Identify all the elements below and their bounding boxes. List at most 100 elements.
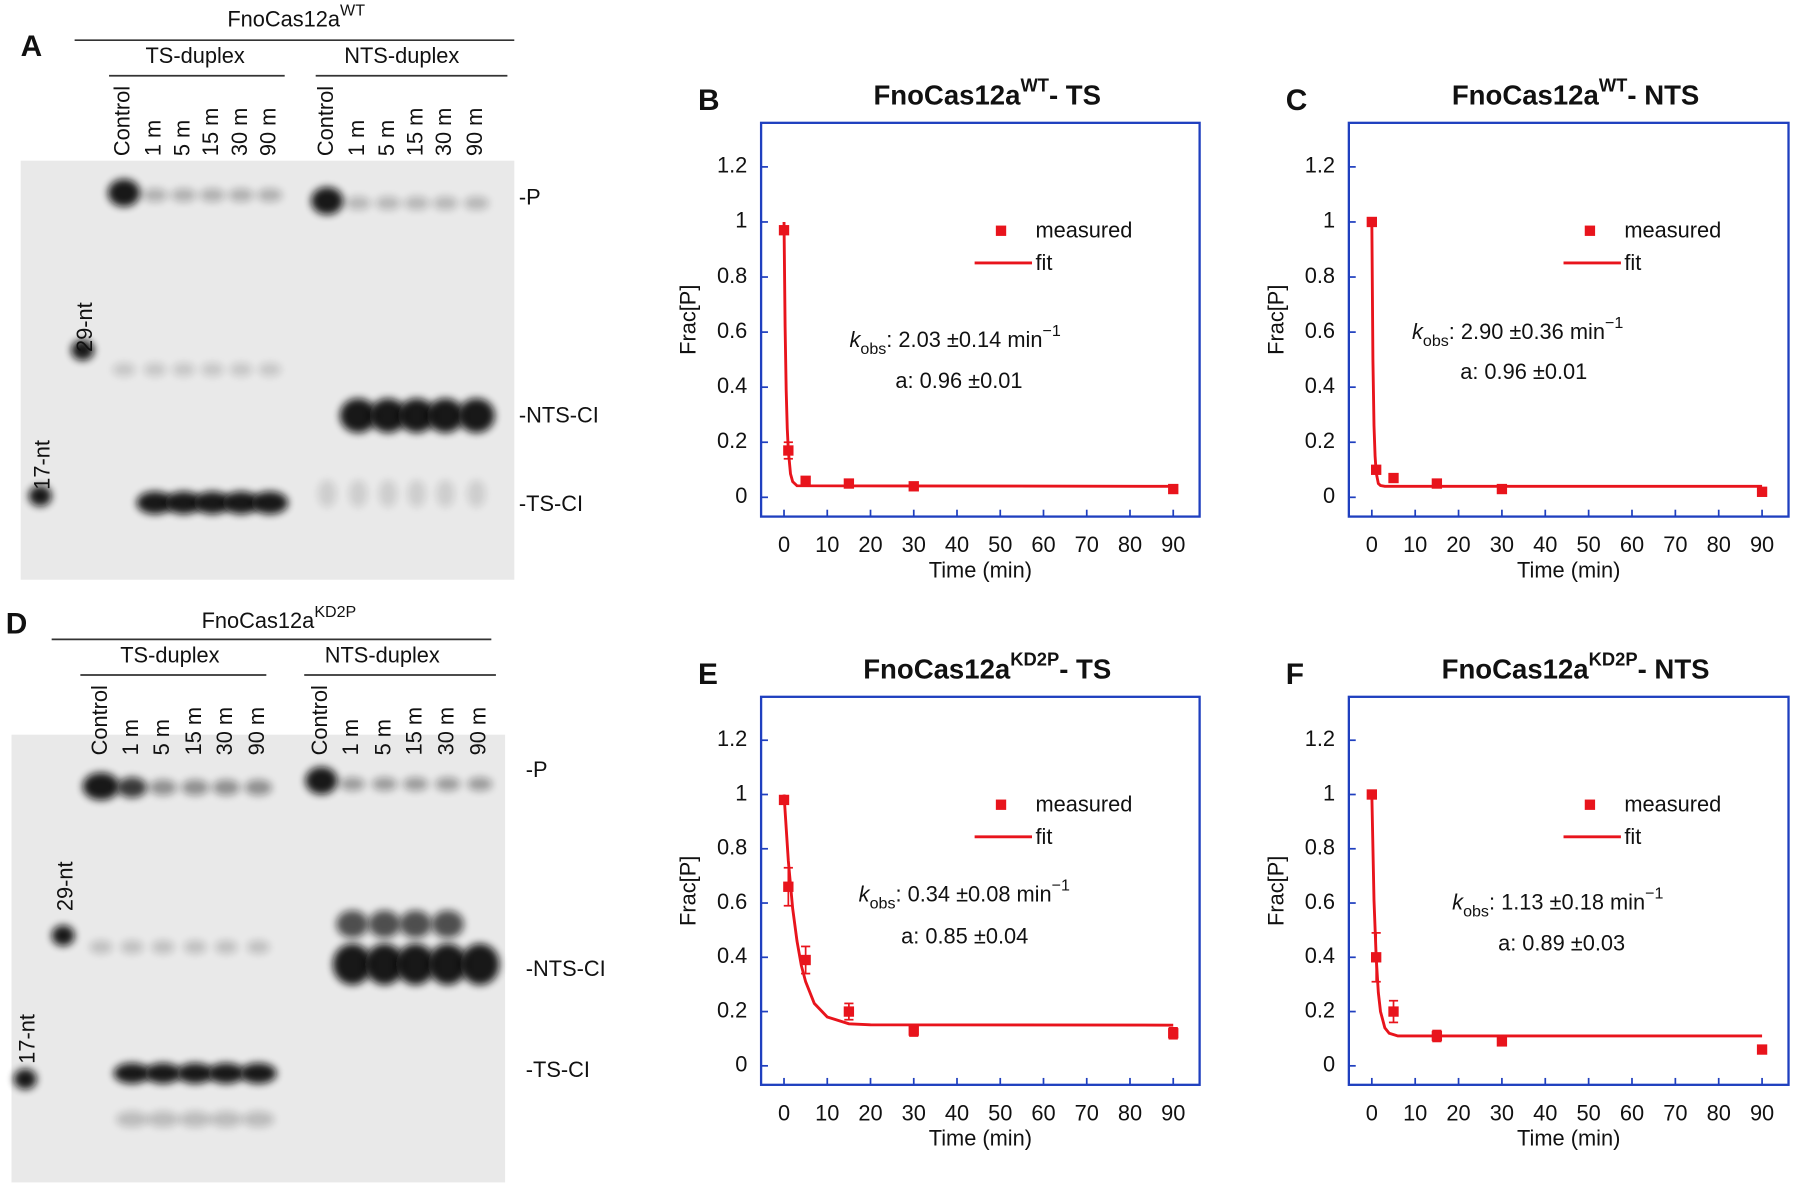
gel-band	[149, 779, 177, 796]
a-annotation: a: 0.89 ±0.03	[1498, 931, 1625, 956]
y-tick-label: 0	[1323, 483, 1335, 508]
y-tick-label: 1	[1323, 208, 1335, 233]
gel-band	[365, 943, 405, 985]
x-tick-label: 60	[1620, 1100, 1644, 1125]
x-tick-label: 0	[1366, 532, 1378, 557]
x-tick-label: 50	[988, 532, 1012, 557]
y-tick-label: 1.2	[717, 153, 747, 178]
x-tick-label: 80	[1707, 1100, 1731, 1125]
gel-band	[242, 1111, 275, 1128]
x-tick-label: 20	[858, 532, 882, 557]
gel-band	[229, 362, 253, 377]
x-tick-label: 60	[1031, 532, 1055, 557]
y-tick-label: 0.6	[717, 318, 747, 343]
gel-band	[89, 940, 113, 954]
gel-band	[396, 943, 436, 985]
lane-label: 30 m	[433, 707, 458, 755]
gel-band	[117, 777, 147, 798]
x-axis-label: Time (min)	[929, 557, 1032, 582]
data-point	[1756, 1044, 1768, 1055]
enzyme-label: FnoCas12aWT	[227, 2, 365, 32]
x-axis-label: Time (min)	[929, 1126, 1032, 1151]
marker-label: 17-nt	[29, 440, 54, 490]
lane-label: 5 m	[149, 719, 174, 755]
gel-band	[113, 1063, 151, 1084]
kobs-annotation: kobs: 2.90 ±0.36 min−1	[1412, 314, 1623, 350]
data-point	[783, 881, 794, 892]
x-tick-label: 30	[902, 1100, 926, 1125]
gel-band	[120, 940, 144, 954]
gel-band	[378, 479, 398, 508]
gel-band	[176, 1063, 214, 1084]
lane-label: 90 m	[466, 707, 491, 755]
gel-band	[181, 779, 209, 796]
kobs-annotation: kobs: 0.34 ±0.08 min−1	[859, 877, 1070, 913]
a-annotation: a: 0.96 ±0.01	[1460, 359, 1587, 384]
lane-label: 1 m	[118, 719, 143, 755]
gel-band	[427, 398, 464, 433]
x-tick-label: 90	[1161, 532, 1185, 557]
kobs-annotation: kobs: 2.03 ±0.14 min−1	[849, 322, 1060, 358]
x-tick-label: 60	[1031, 1100, 1055, 1125]
lane-label: 15 m	[401, 707, 426, 755]
legend-label: measured	[1035, 218, 1132, 243]
enzyme-sup: KD2P	[314, 603, 356, 621]
y-tick-label: 1	[1323, 780, 1335, 805]
y-tick-label: 0.6	[1305, 889, 1335, 914]
gel-band	[179, 1111, 212, 1128]
marker-band	[51, 925, 75, 946]
x-tick-label: 30	[1490, 1100, 1514, 1125]
gel-band	[171, 188, 197, 203]
title-main: FnoCas12a	[863, 654, 1011, 685]
kobs-unit-sup: −1	[1042, 322, 1060, 340]
kobs-value: : 0.34 ±0.08 min	[895, 881, 1051, 906]
gel-band	[183, 940, 207, 954]
gel-band	[82, 772, 120, 801]
gel-band	[404, 196, 430, 211]
legend-label: fit	[1624, 250, 1641, 275]
y-tick-label: 0	[1323, 1052, 1335, 1077]
kobs-sub: obs	[1423, 332, 1449, 350]
gel-band	[258, 362, 282, 377]
plot-frame	[759, 695, 1201, 1086]
x-tick-label: 50	[988, 1100, 1012, 1125]
gel-band	[194, 491, 231, 515]
lane-label: 1 m	[344, 120, 369, 156]
gel-band	[371, 777, 398, 791]
y-tick-label: 0	[735, 483, 747, 508]
gel-band	[407, 479, 426, 508]
band-label: -NTS-CI	[519, 402, 599, 427]
data-point	[1388, 1006, 1399, 1017]
gel-band	[311, 187, 344, 215]
x-tick-label: 80	[1118, 1100, 1142, 1125]
enzyme-name: FnoCas12a	[227, 6, 341, 31]
a-annotation: a: 0.96 ±0.01	[895, 368, 1022, 393]
a-annotation: a: 0.85 ±0.04	[901, 924, 1028, 949]
x-tick-label: 10	[815, 1100, 839, 1125]
data-point	[1168, 483, 1179, 495]
legend-marker	[1584, 225, 1596, 236]
fit-line	[1370, 794, 1763, 1038]
gel-band	[172, 362, 196, 377]
gel-band	[143, 362, 167, 377]
x-tick-label: 40	[945, 1100, 969, 1125]
gel-band	[305, 766, 338, 795]
gel-band	[428, 943, 468, 985]
x-tick-label: 40	[1533, 1100, 1557, 1125]
legend-marker	[995, 799, 1007, 810]
title-main: FnoCas12a	[1442, 654, 1590, 685]
y-tick-label: 1.2	[1305, 726, 1335, 751]
lane-label: 30 m	[227, 108, 252, 156]
chart-title: FnoCas12aKD2P- NTS	[1442, 649, 1710, 685]
title-suffix: - NTS	[1627, 80, 1699, 111]
kobs-symbol: k	[1412, 319, 1424, 344]
plot-frame	[1347, 121, 1790, 518]
gel-band	[435, 777, 461, 791]
y-tick-label: 0.8	[1305, 263, 1335, 288]
enzyme-sup: WT	[340, 2, 365, 20]
lane-label: 5 m	[169, 120, 194, 156]
y-tick-label: 0.8	[1305, 835, 1335, 860]
title-main: FnoCas12a	[1452, 80, 1600, 111]
y-tick-label: 1	[735, 780, 747, 805]
